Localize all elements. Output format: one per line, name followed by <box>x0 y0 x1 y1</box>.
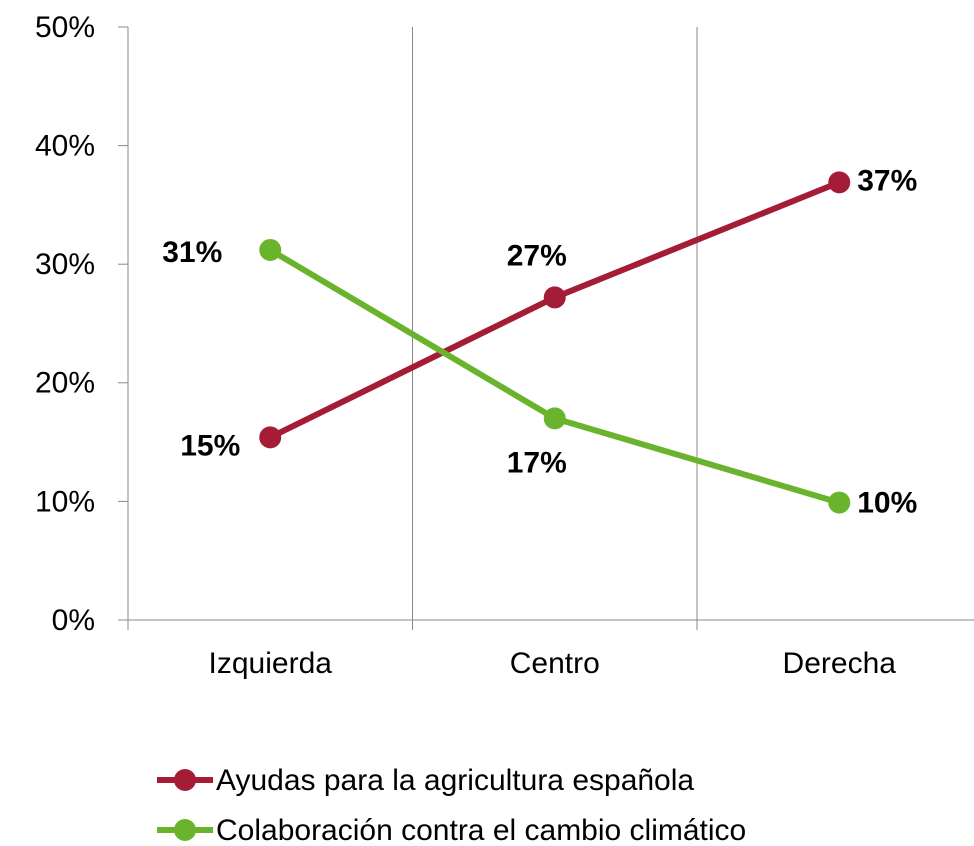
x-tick-label: Izquierda <box>209 647 333 680</box>
x-tick-label: Centro <box>510 647 600 680</box>
data-point <box>543 407 566 430</box>
legend-label: Colaboración contra el cambio climático <box>216 814 746 846</box>
data-point <box>543 286 566 309</box>
y-tick-label: 20% <box>35 367 95 400</box>
data-label: 17% <box>507 446 567 479</box>
data-label: 37% <box>857 164 917 197</box>
data-label: 27% <box>507 239 567 272</box>
legend-marker <box>174 819 196 841</box>
y-tick-label: 40% <box>35 130 95 163</box>
data-label: 15% <box>180 429 240 462</box>
y-tick-label: 0% <box>52 604 95 637</box>
data-point <box>828 171 851 194</box>
data-point <box>828 491 851 514</box>
data-point <box>259 426 282 449</box>
legend-marker <box>174 769 196 791</box>
y-tick-label: 50% <box>35 11 95 44</box>
data-label: 10% <box>857 487 917 520</box>
y-tick-label: 10% <box>35 485 95 518</box>
legend-label: Ayudas para la agricultura española <box>216 764 694 797</box>
series-line <box>268 179 841 441</box>
y-tick-label: 30% <box>35 248 95 281</box>
x-tick-label: Derecha <box>783 647 897 680</box>
data-point <box>259 238 282 261</box>
data-label: 31% <box>162 236 222 269</box>
